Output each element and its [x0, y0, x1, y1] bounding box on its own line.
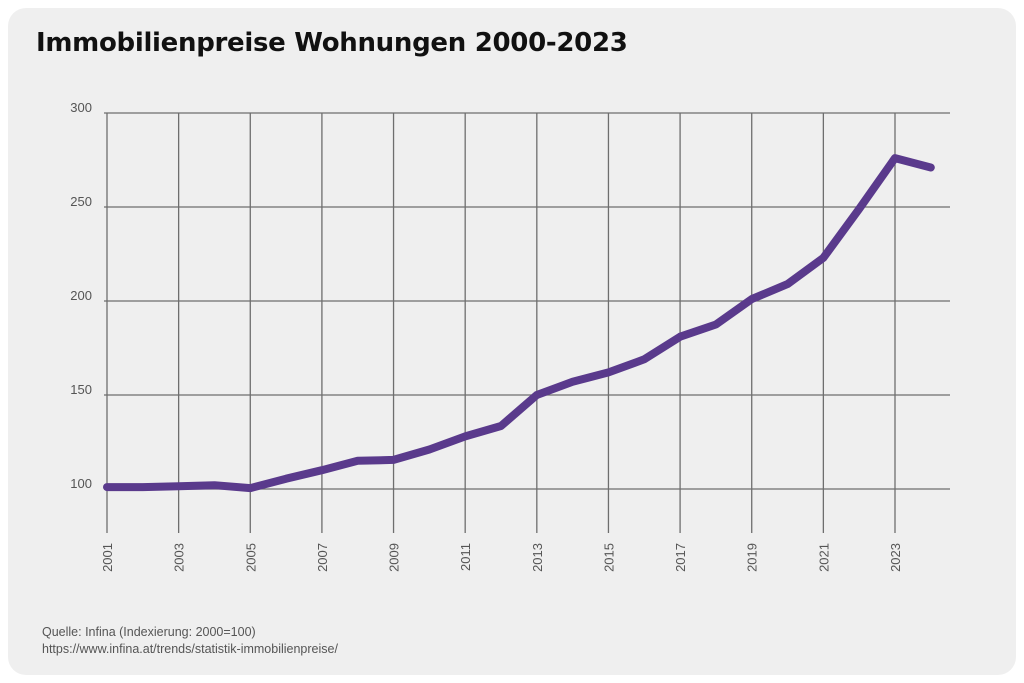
x-tick-label-2021: 2021 [816, 543, 831, 572]
x-tick-label-2017: 2017 [673, 543, 688, 572]
x-tick-label-2013: 2013 [530, 543, 545, 572]
x-tick-label-2011: 2011 [458, 543, 473, 571]
y-tick-label-200: 200 [70, 288, 92, 303]
source-line: Quelle: Infina (Indexierung: 2000=100) [42, 625, 256, 639]
x-tick-label-2001: 2001 [100, 543, 115, 572]
source-note: Quelle: Infina (Indexierung: 2000=100) h… [42, 624, 338, 658]
y-axis-ticks: 100 150 200 250 300 [70, 100, 92, 491]
series-line-0 [103, 154, 935, 493]
chart-card [8, 8, 1016, 675]
y-tick-label-300: 300 [70, 100, 92, 115]
x-tick-label-2009: 2009 [387, 543, 402, 572]
source-url: https://www.infina.at/trends/statistik-i… [42, 642, 338, 656]
x-tick-label-2003: 2003 [172, 543, 187, 572]
x-tick-label-2023: 2023 [888, 543, 903, 572]
x-axis-ticks: 2001 2003 2005 2007 2009 2011 2013 2015 2017 2019… [100, 543, 903, 572]
x-tick-label-2005: 2005 [243, 543, 258, 572]
y-tick-label-250: 250 [70, 194, 92, 209]
series [103, 154, 935, 493]
chart-title: Immobilienpreise Wohnungen 2000-2023 [36, 28, 628, 58]
y-tick-label-150: 150 [70, 382, 92, 397]
grid [104, 112, 950, 533]
x-tick-label-2019: 2019 [745, 543, 760, 572]
x-tick-label-2007: 2007 [315, 543, 330, 572]
x-tick-label-2015: 2015 [601, 543, 616, 572]
y-tick-label-100: 100 [70, 476, 92, 491]
